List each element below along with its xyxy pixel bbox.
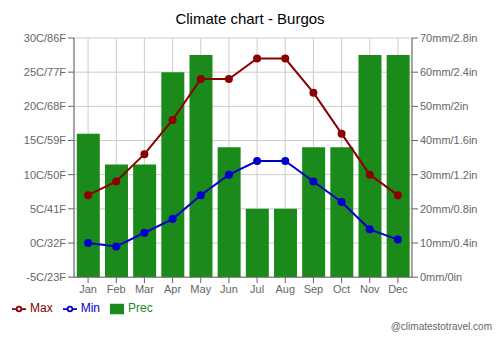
svg-text:Nov: Nov (360, 283, 380, 295)
svg-text:Aug: Aug (275, 283, 295, 295)
svg-text:60mm/2.4in: 60mm/2.4in (420, 66, 477, 78)
svg-text:May: May (190, 283, 211, 295)
html-text:@climatestotravel.com: @climatestotravel.com (390, 321, 492, 332)
svg-text:40mm/1.6in: 40mm/1.6in (420, 134, 477, 146)
html-text:Climate chart - Burgos: Climate chart - Burgos (175, 10, 325, 27)
svg-text:Dec: Dec (388, 283, 408, 295)
svg-text:Feb: Feb (107, 283, 126, 295)
svg-text:5C/41F: 5C/41F (30, 203, 66, 215)
html-text:Min: Min (80, 301, 100, 316)
svg-text:20C/68F: 20C/68F (24, 100, 66, 112)
svg-text:10C/50F: 10C/50F (24, 169, 66, 181)
svg-text:Apr: Apr (164, 283, 181, 295)
svg-text:70mm/2.8in: 70mm/2.8in (420, 32, 477, 44)
svg-text:0C/32F: 0C/32F (30, 237, 66, 249)
svg-text:Jul: Jul (250, 283, 264, 295)
svg-text:Sep: Sep (304, 283, 324, 295)
html-text:Max: Max (30, 301, 53, 316)
svg-text:50mm/2in: 50mm/2in (420, 100, 468, 112)
svg-text:Jun: Jun (220, 283, 238, 295)
svg-text:25C/77F: 25C/77F (24, 66, 66, 78)
svg-text:30C/86F: 30C/86F (24, 32, 66, 44)
svg-text:10mm/0.4in: 10mm/0.4in (420, 237, 477, 249)
svg-text:0mm/0in: 0mm/0in (420, 271, 462, 283)
html-text:Prec: Prec (128, 301, 153, 316)
svg-text:20mm/0.8in: 20mm/0.8in (420, 203, 477, 215)
svg-text:Mar: Mar (135, 283, 154, 295)
svg-text:30mm/1.2in: 30mm/1.2in (420, 169, 477, 181)
svg-text:15C/59F: 15C/59F (24, 134, 66, 146)
svg-text:Oct: Oct (333, 283, 350, 295)
svg-text:-5C/23F: -5C/23F (26, 271, 66, 283)
svg-text:Jan: Jan (79, 283, 97, 295)
